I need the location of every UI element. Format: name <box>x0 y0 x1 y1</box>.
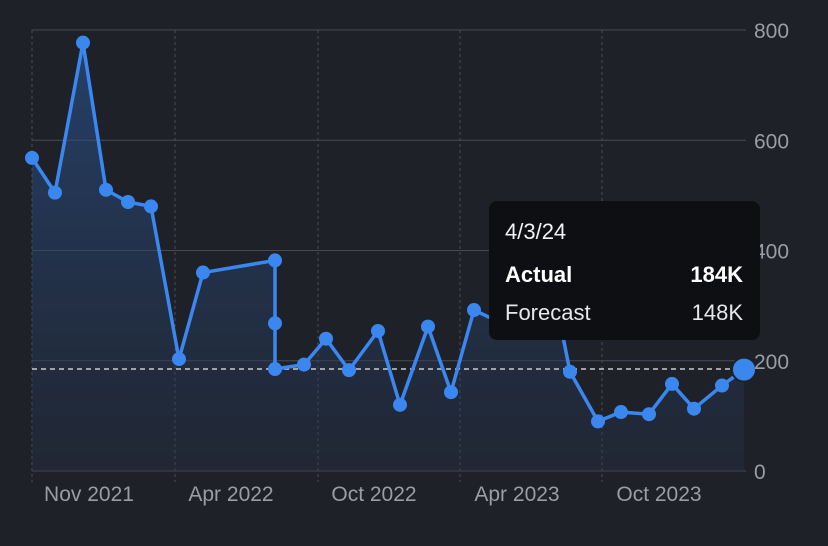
area-fill <box>32 42 744 472</box>
data-point <box>144 199 158 214</box>
tooltip-row-forecast: Forecast 148K <box>505 294 743 332</box>
data-point <box>268 316 282 331</box>
data-point <box>614 405 628 420</box>
series-area <box>32 42 744 472</box>
x-tick-label: Nov 2021 <box>44 483 134 506</box>
x-tick-label: Apr 2023 <box>474 483 559 506</box>
y-tick-label: 400 <box>754 241 789 264</box>
data-point <box>371 323 385 338</box>
data-point <box>467 303 481 318</box>
data-point <box>687 401 701 416</box>
y-axis-ticks: 0 200 400 600 800 <box>754 20 789 484</box>
tooltip-date: 4/3/24 <box>505 219 567 244</box>
tooltip: 4/3/24 Actual 184K Forecast 148K <box>489 201 760 340</box>
data-points <box>25 35 757 429</box>
data-point <box>268 253 282 268</box>
data-point <box>421 319 435 334</box>
data-point <box>268 362 282 377</box>
y-tick-label: 800 <box>754 20 789 43</box>
data-point <box>319 331 333 346</box>
data-point <box>563 364 577 379</box>
data-point <box>99 182 113 197</box>
data-point <box>196 265 210 280</box>
data-point <box>48 185 62 200</box>
data-point <box>121 194 135 209</box>
x-axis-ticks: Nov 2021 Apr 2022 Oct 2022 Apr 2023 Oct 2023 <box>44 483 702 506</box>
x-tick-label: Oct 2022 <box>331 483 416 506</box>
highlighted-data-point <box>731 356 757 383</box>
data-point <box>172 352 186 367</box>
y-tick-label: 600 <box>754 130 789 153</box>
data-point <box>393 397 407 412</box>
y-tick-label: 200 <box>754 351 789 374</box>
data-point <box>342 363 356 378</box>
data-point <box>642 407 656 422</box>
data-point <box>444 385 458 400</box>
x-tick-label: Apr 2022 <box>188 483 273 506</box>
x-tick-label: Oct 2023 <box>616 483 701 506</box>
data-point <box>297 357 311 372</box>
data-point <box>591 414 605 429</box>
y-tick-label: 0 <box>754 461 766 484</box>
data-point <box>715 378 729 393</box>
tooltip-actual-value: 184K <box>690 262 743 287</box>
tooltip-row-actual: Actual 184K <box>505 256 743 294</box>
tooltip-forecast-value: 148K <box>691 300 743 325</box>
data-point <box>25 150 39 165</box>
data-point <box>665 376 679 391</box>
tooltip-actual-label: Actual <box>505 262 573 287</box>
tooltip-forecast-label: Forecast <box>505 300 591 325</box>
data-point <box>76 35 90 50</box>
